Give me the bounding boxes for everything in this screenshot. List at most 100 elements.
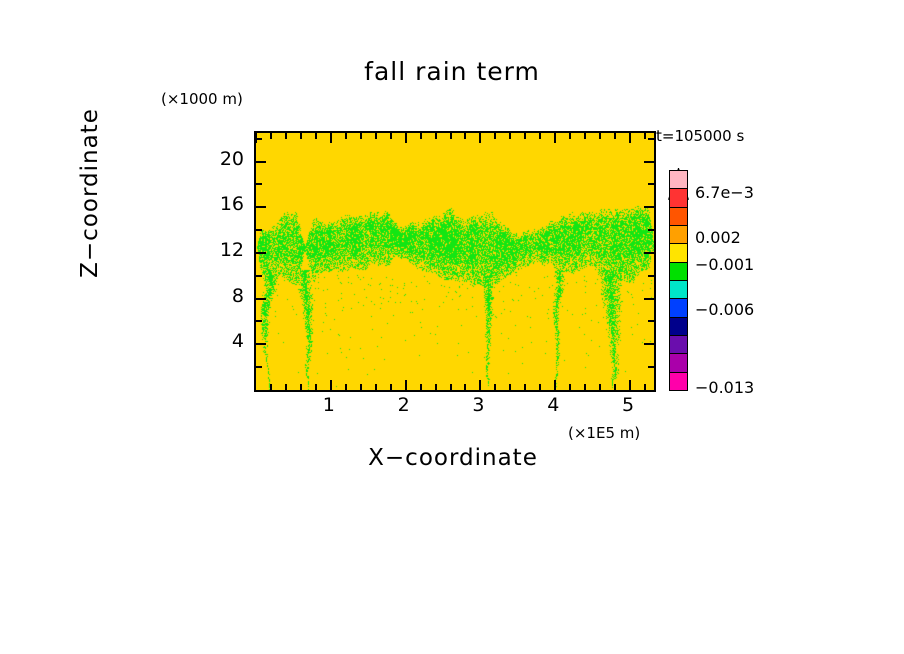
x-tick-minor — [599, 384, 602, 390]
colorbar-tick-label: −0.013 — [695, 378, 755, 397]
y-tick-right — [644, 251, 654, 254]
x-tick-top — [599, 133, 602, 139]
x-tick-top — [614, 133, 617, 139]
x-tick-top — [329, 133, 332, 143]
y-tick-right — [648, 366, 654, 369]
y-tick-right — [648, 183, 654, 186]
colorbar-band-blue — [669, 298, 688, 318]
colorbar-tick-label: 0.002 — [695, 228, 741, 247]
x-tick-minor — [284, 384, 287, 390]
x-tick-top — [299, 133, 302, 139]
x-tick-minor — [614, 384, 617, 390]
colorbar-tick-label: 6.7e−3 — [695, 183, 754, 202]
x-tick-top — [644, 133, 647, 139]
y-tick-label: 12 — [219, 238, 244, 261]
colorbar-band-cyan — [669, 280, 688, 300]
y-tick-minor — [256, 229, 262, 232]
x-tick-top — [629, 133, 632, 143]
x-tick-top — [509, 133, 512, 139]
y-tick-right — [644, 206, 654, 209]
colorbar-band-green — [669, 261, 688, 281]
x-tick-minor — [494, 384, 497, 390]
x-tick-label: 3 — [472, 394, 485, 416]
x-tick-minor — [644, 384, 647, 390]
colorbar-band-navy — [669, 316, 688, 336]
x-tick-minor — [509, 384, 512, 390]
colorbar-tick-label: −0.001 — [695, 255, 755, 274]
y-tick-right — [648, 137, 654, 140]
x-tick-top — [419, 133, 422, 139]
x-tick-minor — [434, 384, 437, 390]
x-tick-major — [629, 380, 632, 390]
x-tick-top — [404, 133, 407, 143]
x-tick-minor — [389, 384, 392, 390]
x-tick-top — [494, 133, 497, 139]
y-tick-major — [256, 160, 266, 163]
x-tick-minor — [269, 384, 272, 390]
contour-field-canvas — [256, 133, 654, 390]
y-tick-right — [648, 274, 654, 277]
x-tick-top — [256, 133, 257, 143]
y-tick-major — [256, 297, 266, 300]
colorbar-band-red — [669, 188, 688, 208]
x-tick-top — [284, 133, 287, 139]
x-tick-top — [269, 133, 272, 139]
x-tick-top — [464, 133, 467, 139]
x-tick-top — [359, 133, 362, 139]
x-tick-label: 5 — [622, 394, 635, 416]
y-tick-minor — [256, 137, 262, 140]
y-tick-minor — [256, 366, 262, 369]
x-tick-minor — [419, 384, 422, 390]
colorbar-tick-label: −0.006 — [695, 300, 755, 319]
y-tick-right — [648, 229, 654, 232]
y-tick-right — [648, 320, 654, 323]
time-annotation: t=105000 s — [656, 127, 745, 145]
x-tick-top — [434, 133, 437, 139]
x-tick-top — [374, 133, 377, 139]
y-tick-right — [644, 343, 654, 346]
x-tick-major — [404, 380, 407, 390]
x-tick-top — [389, 133, 392, 139]
y-axis-title: Z−coordinate — [77, 108, 103, 278]
x-tick-top — [584, 133, 587, 139]
colorbar-band-orange-red — [669, 206, 688, 226]
x-tick-minor — [449, 384, 452, 390]
x-tick-top — [479, 133, 482, 143]
x-tick-major — [479, 380, 482, 390]
x-tick-top — [539, 133, 542, 139]
x-tick-minor — [314, 384, 317, 390]
y-tick-right — [644, 160, 654, 163]
y-tick-minor — [256, 183, 262, 186]
y-tick-major — [256, 206, 266, 209]
y-tick-major — [256, 343, 266, 346]
x-axis-unit-caption: (×1E5 m) — [568, 424, 641, 442]
colorbar-band-pink-light — [669, 170, 688, 190]
plot-area — [254, 131, 656, 392]
colorbar-band-yellow — [669, 243, 688, 263]
x-tick-minor — [584, 384, 587, 390]
x-tick-minor — [374, 384, 377, 390]
x-tick-minor — [299, 384, 302, 390]
x-tick-label: 4 — [547, 394, 560, 416]
y-tick-major — [256, 251, 266, 254]
x-tick-minor — [359, 384, 362, 390]
x-tick-minor — [569, 384, 572, 390]
x-tick-label: 1 — [322, 394, 335, 416]
y-tick-minor — [256, 320, 262, 323]
x-tick-major — [554, 380, 557, 390]
y-tick-minor — [256, 274, 262, 277]
page-title: fall rain term — [364, 57, 540, 86]
colorbar-band-magenta-purple — [669, 353, 688, 373]
y-axis-unit-caption: (×1000 m) — [161, 90, 243, 108]
x-tick-minor — [524, 384, 527, 390]
colorbar-band-magenta — [669, 371, 688, 391]
x-tick-minor — [539, 384, 542, 390]
x-tick-top — [449, 133, 452, 139]
y-tick-right — [644, 297, 654, 300]
x-tick-top — [344, 133, 347, 139]
colorbar — [669, 170, 688, 391]
colorbar-band-orange — [669, 225, 688, 245]
x-tick-top — [524, 133, 527, 139]
x-tick-top — [314, 133, 317, 139]
